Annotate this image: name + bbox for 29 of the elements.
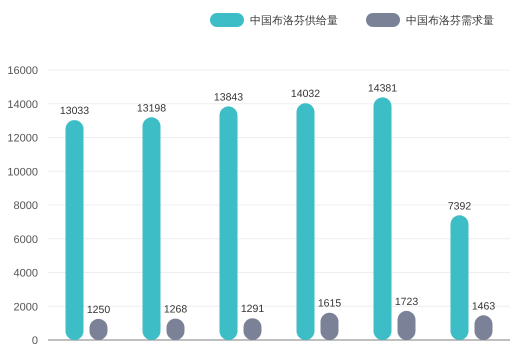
data-label: 1268 [164,304,188,316]
y-tick-label: 14000 [7,98,38,111]
data-label: 1463 [472,300,496,312]
bar [66,120,84,340]
y-tick-label: 0 [32,335,38,347]
data-label: 13033 [60,105,90,118]
bar [450,215,468,340]
bar [296,103,314,340]
y-tick-label: 12000 [7,132,38,144]
data-label: 1250 [86,304,110,316]
y-tick-label: 2000 [14,301,38,314]
data-label: 7392 [448,200,472,212]
bar [220,106,238,340]
y-tick-label: 16000 [7,65,38,77]
legend-label: 中国布洛芬需求量 [406,14,494,27]
bar [142,117,160,340]
bar [374,97,392,340]
data-label: 13843 [214,91,244,104]
y-tick-label: 8000 [14,200,38,212]
y-tick-label: 6000 [14,234,38,246]
data-label: 1723 [394,296,418,308]
data-label: 1615 [318,298,342,310]
data-label: 14032 [290,88,320,100]
data-label: 1291 [240,303,264,316]
y-tick-label: 4000 [14,268,38,280]
data-label: 13198 [136,102,166,114]
data-label: 14381 [368,82,398,94]
legend-label: 中国布洛芬供给量 [250,14,338,27]
y-tick-label: 10000 [7,166,38,178]
